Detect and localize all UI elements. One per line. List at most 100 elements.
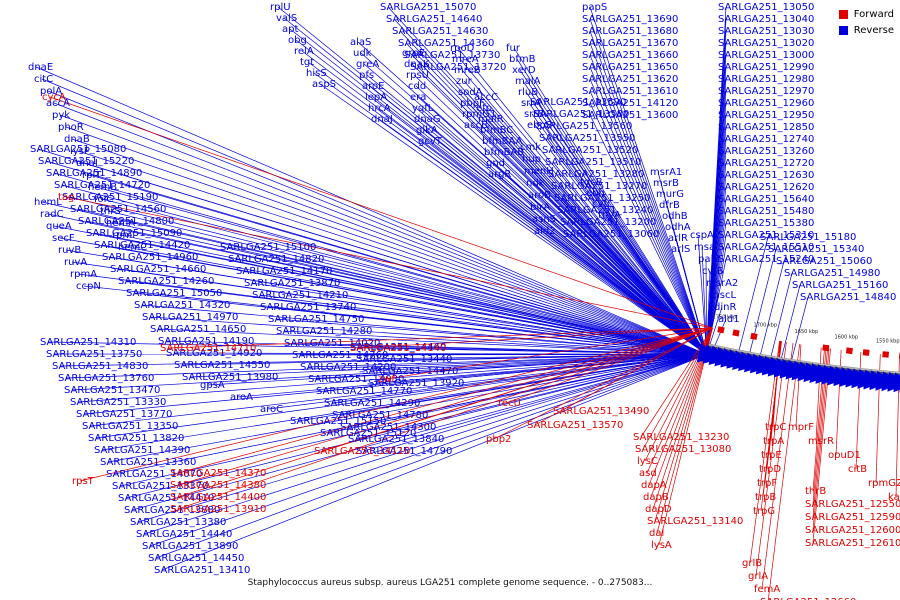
gene-pointer-line bbox=[495, 173, 707, 355]
gene-label: malA bbox=[515, 76, 541, 87]
gene-label: SARLGA251_13980 bbox=[182, 372, 278, 383]
gene-label: aspS bbox=[312, 79, 336, 90]
gene-label: SARLGA251_12950 bbox=[718, 110, 814, 121]
gene-pointer-line bbox=[589, 30, 707, 355]
gene-label: trpC bbox=[765, 422, 786, 433]
reverse-gene-feature bbox=[785, 359, 807, 380]
gene-label: zur bbox=[456, 76, 473, 87]
gene-pointer-line bbox=[535, 194, 707, 355]
gene-pointer-line bbox=[761, 343, 794, 590]
gene-label: hemL bbox=[34, 197, 62, 208]
gene-pointer-line bbox=[519, 69, 707, 355]
gene-label: accB bbox=[464, 120, 488, 131]
gene-label: trpB bbox=[755, 492, 776, 503]
gene-pointer-line bbox=[463, 80, 707, 355]
reverse-gene-feature bbox=[726, 349, 748, 369]
gene-pointer-line bbox=[378, 118, 707, 355]
gene-label: trpG bbox=[753, 506, 775, 517]
gene-pointer-line bbox=[589, 42, 707, 355]
reverse-gene-feature bbox=[761, 355, 784, 376]
gene-label: SARLGA251_13920 bbox=[368, 378, 464, 389]
gene-pointer-line bbox=[41, 78, 707, 355]
gene-pointer-line bbox=[736, 236, 769, 361]
forward-gene-feature bbox=[822, 344, 830, 352]
gene-label: rpmI bbox=[112, 230, 135, 241]
gene-pointer-line bbox=[357, 346, 707, 355]
gene-label: SARLGA251_13350 bbox=[82, 421, 178, 432]
gene-label: queA bbox=[46, 221, 72, 232]
gene-label: SARLGA251_13260 bbox=[718, 146, 814, 157]
gene-label: SARLGA251_13240 bbox=[557, 205, 653, 216]
gene-label: era bbox=[410, 92, 426, 103]
gene-label: SARLGA251_13690 bbox=[582, 14, 678, 25]
gene-label: secF bbox=[52, 233, 75, 244]
legend-forward-label: Forward bbox=[853, 8, 894, 20]
gene-label: SARLGA251_14260 bbox=[118, 276, 214, 287]
gene-label: SARLGA251_13870 bbox=[244, 278, 340, 289]
gene-pointer-line bbox=[319, 83, 707, 355]
gene-pointer-line bbox=[137, 354, 707, 523]
forward-gene-feature bbox=[862, 349, 870, 356]
gene-label: SARLGA251_13740 bbox=[260, 302, 356, 313]
gene-pointer-line bbox=[77, 150, 707, 355]
gene-label: SARLGA251_15160 bbox=[792, 280, 888, 291]
reverse-gene-feature bbox=[749, 353, 772, 374]
gene-label: SARLGA251_12590 bbox=[805, 512, 900, 523]
gene-label: dapB bbox=[643, 492, 669, 503]
gene-label: hrcA bbox=[368, 103, 391, 114]
gene-pointer-line bbox=[363, 354, 707, 360]
gene-label: trpF bbox=[757, 478, 777, 489]
reverse-swatch bbox=[838, 25, 848, 35]
gene-pointer-line bbox=[291, 342, 707, 355]
gene-label: citC bbox=[34, 74, 53, 85]
gene-label: rluB bbox=[518, 87, 538, 98]
gene-label: SARLGA251_15640 bbox=[718, 194, 814, 205]
gene-pointer-line bbox=[149, 354, 707, 547]
legend-reverse: Reverse bbox=[838, 22, 894, 38]
gene-label: msa bbox=[694, 242, 715, 253]
gene-label: dnaB bbox=[64, 134, 90, 145]
gene-label: SARLGA251_13910 bbox=[170, 504, 266, 515]
gene-label: SARLGA251_14200 bbox=[300, 362, 396, 373]
gene-label: opuD1 bbox=[828, 450, 861, 461]
gene-label: SARLGA251_13770 bbox=[76, 409, 172, 420]
gene-pointer-line bbox=[155, 354, 707, 559]
gene-pointer-line bbox=[369, 354, 707, 372]
gene-pointer-line bbox=[109, 256, 707, 355]
gene-pointer-line bbox=[589, 6, 707, 355]
gene-pointer-line bbox=[95, 354, 707, 439]
gene-label: SARLGA251_13040 bbox=[718, 14, 814, 25]
gene-label: cvfC bbox=[592, 199, 614, 210]
gene-label: grlB bbox=[742, 558, 762, 569]
gene-pointer-line bbox=[755, 341, 787, 577]
gene-label: ruvB bbox=[58, 245, 81, 256]
gene-pointer-line bbox=[83, 354, 707, 415]
gene-label: hemA bbox=[106, 218, 135, 229]
gene-label: SARLGA251_14290 bbox=[324, 398, 420, 409]
gene-label: SARLGA251_14800 bbox=[78, 216, 174, 227]
gene-label: SARLGA251_14070 bbox=[106, 469, 202, 480]
gene-label: dinR bbox=[714, 302, 736, 313]
gene-pointer-line bbox=[757, 260, 785, 365]
gene-label: SARLGA251_12980 bbox=[718, 74, 814, 85]
gene-pointer-line bbox=[558, 185, 707, 355]
map-caption: Staphylococcus aureus subsp. aureus LGA2… bbox=[247, 578, 653, 588]
legend: Forward Reverse bbox=[838, 6, 894, 38]
gene-label: cvfB bbox=[702, 266, 724, 277]
gene-pointer-line bbox=[315, 354, 707, 380]
gene-label: relA bbox=[294, 46, 314, 57]
gene-pointer-line bbox=[701, 246, 708, 355]
gene-pointer-line bbox=[788, 296, 809, 370]
gene-label: SARLGA251_13890 bbox=[142, 541, 238, 552]
gene-label: SARLGA251_13840 bbox=[348, 434, 444, 445]
reverse-gene-feature bbox=[809, 363, 831, 384]
gene-pointer-line bbox=[161, 354, 707, 571]
gene-pointer-line bbox=[267, 306, 707, 355]
gene-label: alaS bbox=[350, 37, 371, 48]
gene-pointer-line bbox=[425, 140, 707, 355]
gene-label: SARLGA251_13140 bbox=[647, 516, 743, 527]
gene-pointer-line bbox=[89, 354, 707, 427]
gene-pointer-line bbox=[143, 354, 707, 535]
gene-label: dnaI bbox=[76, 158, 98, 169]
